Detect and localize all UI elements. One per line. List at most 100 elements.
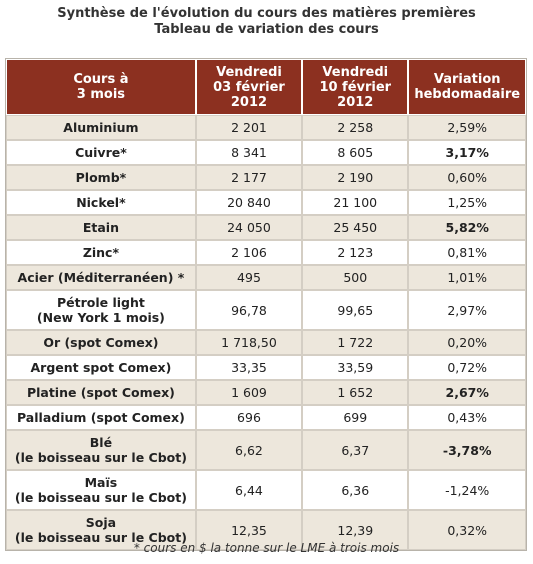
weekly-variation-cell: 3,17% (408, 140, 526, 165)
commodity-name-line: (le boisseau sur le Cbot) (14, 530, 187, 545)
table-row: Etain 24 050 25 450 5,82% (6, 215, 526, 240)
commodity-name-line: Blé (89, 435, 113, 450)
table-row: Cuivre* 8 341 8 605 3,17% (6, 140, 526, 165)
commodity-name-line: Or (spot Comex) (43, 335, 159, 350)
header-date1-line1: Vendredi (216, 64, 282, 80)
price-feb10-cell: 25 450 (302, 215, 409, 240)
commodity-name-cell: Cuivre* (6, 140, 196, 165)
commodity-name-cell: Plomb* (6, 165, 196, 190)
table-body: Aluminium 2 201 2 258 2,59% Cuivre* 8 341 8 60… (6, 115, 526, 550)
header-date1: Vendredi 03 février 2012 (195, 59, 303, 115)
table-row: Or (spot Comex) 1 718,50 1 722 0,20% (6, 330, 526, 355)
table-row: Acier (Méditerranéen) * 495 500 1,01% (6, 265, 526, 290)
header-variation-line2: hebdomadaire (414, 87, 521, 102)
commodity-name-line: Zinc* (82, 245, 120, 260)
price-feb03-cell: 20 840 (195, 190, 303, 215)
commodity-name-cell: Nickel* (6, 190, 196, 215)
price-feb10-cell: 699 (302, 405, 409, 430)
price-feb03-cell: 1 718,50 (195, 330, 303, 355)
commodity-name-line: Acier (Méditerranéen) * (17, 270, 185, 285)
table-row: Argent spot Comex) 33,35 33,59 0,72% (6, 355, 526, 380)
commodity-name-line: (le boisseau sur le Cbot) (14, 450, 187, 465)
header-cours-line2: 3 mois (76, 87, 126, 102)
commodity-name-line: Aluminium (63, 120, 139, 135)
price-feb10-cell: 8 605 (302, 140, 409, 165)
price-feb03-cell: 33,35 (195, 355, 303, 380)
commodity-name-cell: Platine (spot Comex) (6, 380, 196, 405)
table-row: Plomb* 2 177 2 190 0,60% (6, 165, 526, 190)
price-feb03-cell: 2 177 (195, 165, 303, 190)
table-container: Cours à 3 mois Vendredi 03 février 2012 … (5, 58, 527, 551)
price-feb03-cell: 6,44 (195, 470, 303, 510)
weekly-variation-cell: -3,78% (408, 430, 526, 470)
header-date1-line3: 2012 (230, 94, 268, 110)
table-row: Pétrole light (New York 1 mois) 96,78 99,65… (6, 290, 526, 330)
weekly-variation-cell: 0,32% (408, 510, 526, 550)
price-feb10-cell: 99,65 (302, 290, 409, 330)
page-title: Synthèse de l'évolution du cours des mat… (57, 6, 476, 21)
commodity-name-line: Maïs (84, 475, 118, 490)
price-feb03-cell: 2 201 (195, 115, 303, 140)
weekly-variation-cell: 1,01% (408, 265, 526, 290)
commodity-name-cell: Argent spot Comex) (6, 355, 196, 380)
header-cours: Cours à 3 mois (6, 59, 196, 115)
commodities-table: Cours à 3 mois Vendredi 03 février 2012 … (6, 59, 526, 550)
header-date2-line1: Vendredi (322, 64, 389, 80)
header-cours-line1: Cours à (73, 72, 129, 87)
commodity-name-line: Etain (82, 220, 119, 235)
price-feb10-cell: 21 100 (302, 190, 409, 215)
price-feb10-cell: 6,37 (302, 430, 409, 470)
table-row: Soja (le boisseau sur le Cbot) 12,35 12,39 0… (6, 510, 526, 550)
header-date2-line2: 10 février (319, 79, 392, 95)
footnote: * cours en $ la tonne sur le LME à trois… (133, 541, 400, 555)
table-row: Aluminium 2 201 2 258 2,59% (6, 115, 526, 140)
price-feb10-cell: 2 190 (302, 165, 409, 190)
commodity-name-cell: Aluminium (6, 115, 196, 140)
price-feb10-cell: 12,39 (302, 510, 409, 550)
commodity-name-line: Palladium (spot Comex) (16, 410, 185, 425)
weekly-variation-cell: 0,43% (408, 405, 526, 430)
weekly-variation-cell: 2,67% (408, 380, 526, 405)
price-feb10-cell: 500 (302, 265, 409, 290)
commodity-name-cell: Zinc* (6, 240, 196, 265)
commodity-name-cell: Acier (Méditerranéen) * (6, 265, 196, 290)
commodity-name-cell: Pétrole light (New York 1 mois) (6, 290, 196, 330)
header-variation-line1: Variation (433, 72, 501, 87)
table-row: Zinc* 2 106 2 123 0,81% (6, 240, 526, 265)
weekly-variation-cell: -1,24% (408, 470, 526, 510)
commodity-name-line: Plomb* (75, 170, 127, 185)
header-date1-line2: 03 février (213, 79, 285, 95)
weekly-variation-cell: 0,60% (408, 165, 526, 190)
price-feb03-cell: 96,78 (195, 290, 303, 330)
table-row: Nickel* 20 840 21 100 1,25% (6, 190, 526, 215)
header-variation: Variation hebdomadaire (408, 59, 526, 115)
weekly-variation-cell: 0,72% (408, 355, 526, 380)
commodity-name-line: Soja (85, 515, 117, 530)
price-feb10-cell: 6,36 (302, 470, 409, 510)
commodity-name-line: Pétrole light (56, 295, 145, 310)
price-feb03-cell: 1 609 (195, 380, 303, 405)
commodity-name-line: Platine (spot Comex) (26, 385, 175, 400)
commodity-name-line: (le boisseau sur le Cbot) (14, 490, 187, 505)
weekly-variation-cell: 2,97% (408, 290, 526, 330)
table-row: Blé (le boisseau sur le Cbot) 6,62 6,37 -3,7… (6, 430, 526, 470)
table-header: Cours à 3 mois Vendredi 03 février 2012 … (6, 59, 526, 115)
price-feb10-cell: 2 123 (302, 240, 409, 265)
commodity-name-cell: Blé (le boisseau sur le Cbot) (6, 430, 196, 470)
price-feb03-cell: 8 341 (195, 140, 303, 165)
page-subtitle: Tableau de variation des cours (154, 22, 379, 37)
price-feb10-cell: 2 258 (302, 115, 409, 140)
commodity-name-line: Cuivre* (75, 145, 127, 160)
commodity-name-line: Nickel* (76, 195, 126, 210)
price-feb10-cell: 1 652 (302, 380, 409, 405)
price-feb10-cell: 33,59 (302, 355, 409, 380)
weekly-variation-cell: 5,82% (408, 215, 526, 240)
titles-block: Synthèse de l'évolution du cours des mat… (0, 6, 533, 38)
commodity-name-line: Argent spot Comex) (30, 360, 172, 375)
commodity-name-cell: Palladium (spot Comex) (6, 405, 196, 430)
weekly-variation-cell: 0,81% (408, 240, 526, 265)
table-row: Palladium (spot Comex) 696 699 0,43% (6, 405, 526, 430)
price-feb03-cell: 12,35 (195, 510, 303, 550)
table-row: Maïs (le boisseau sur le Cbot) 6,44 6,36 -1,… (6, 470, 526, 510)
table-row: Platine (spot Comex) 1 609 1 652 2,67% (6, 380, 526, 405)
